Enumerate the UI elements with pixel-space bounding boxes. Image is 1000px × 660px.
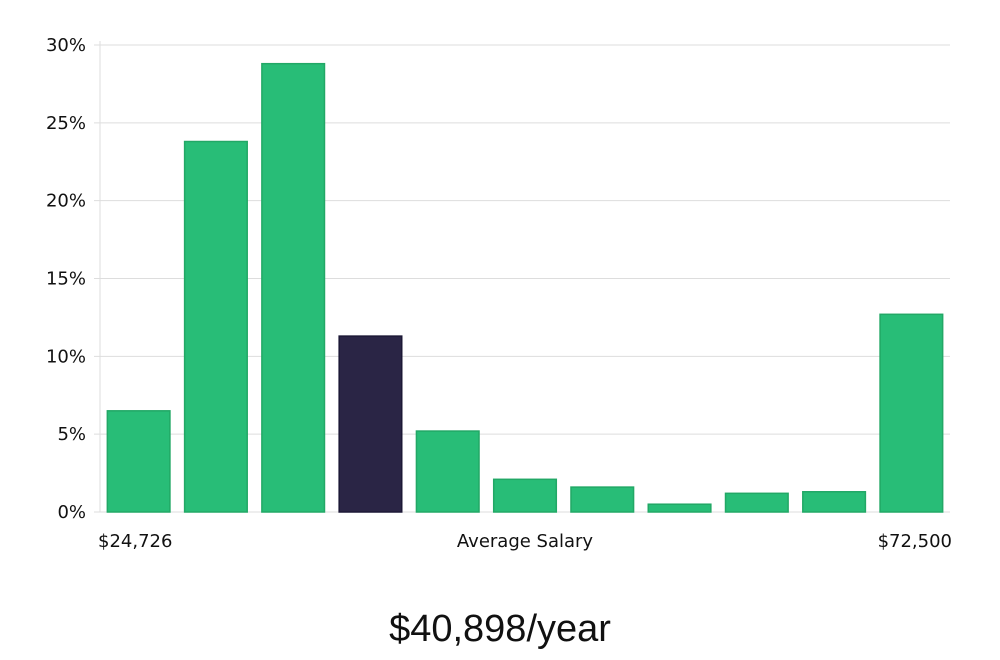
y-tick-label: 30% <box>46 35 86 56</box>
bar <box>879 313 944 513</box>
y-tick-label: 25% <box>46 113 86 134</box>
bar <box>261 62 326 513</box>
y-tick-label: 10% <box>46 346 86 367</box>
y-tick-label: 15% <box>46 269 86 290</box>
bar <box>183 140 248 513</box>
x-label-max: $72,500 <box>878 531 952 552</box>
average-salary-value: $40,898/year <box>389 608 611 650</box>
bar <box>802 491 867 513</box>
bar <box>106 410 171 513</box>
bar <box>492 478 558 513</box>
salary-histogram: 0% 5% 10% 15% 20% 25% 30% $24,726 Average Sala… <box>46 35 952 552</box>
y-tick-label: 0% <box>57 502 86 523</box>
bar <box>570 486 635 513</box>
y-axis-ticks: 0% 5% 10% 15% 20% 25% 30% <box>46 35 86 523</box>
y-tick-label: 20% <box>46 191 86 212</box>
bar <box>415 430 480 513</box>
x-axis-title: Average Salary <box>457 531 594 552</box>
x-label-min: $24,726 <box>98 531 172 552</box>
bar <box>647 503 712 513</box>
y-tick-label: 5% <box>57 424 86 445</box>
bar <box>724 492 789 513</box>
bars <box>106 62 944 513</box>
bar-highlighted <box>338 335 403 513</box>
